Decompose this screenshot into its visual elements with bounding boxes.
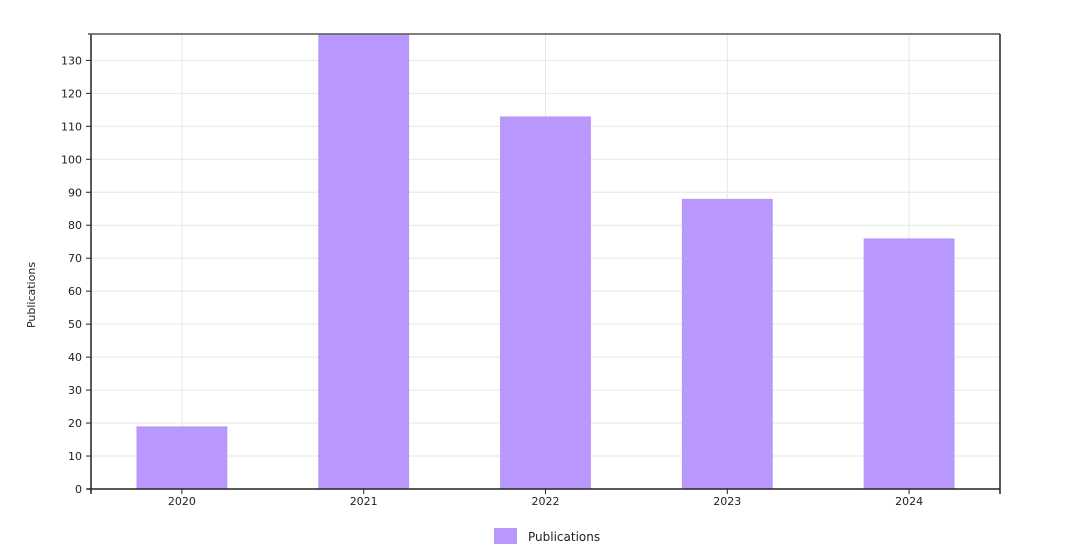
y-axis-label: Publications: [25, 262, 38, 328]
x-tick-label: 2020: [168, 495, 196, 508]
x-tick-label: 2023: [713, 495, 741, 508]
y-tick-label: 90: [68, 186, 82, 199]
bar-2021: [318, 34, 410, 489]
x-tick-label: 2022: [532, 495, 560, 508]
bar-2023: [681, 198, 773, 489]
y-tick-label: 0: [75, 483, 82, 496]
legend-swatch: [494, 528, 517, 544]
axes: 0 10 20 30 40 50 60 70 80 90 100 110 120 130 2020 2021 2…: [61, 33, 1001, 508]
y-tick-label: 70: [68, 252, 82, 265]
bar-2024: [863, 238, 955, 489]
bar-2020: [136, 426, 228, 489]
y-tick-label: 80: [68, 219, 82, 232]
legend[interactable]: Publications: [494, 528, 600, 544]
bar-2022: [500, 116, 591, 489]
y-tick-label: 40: [68, 351, 82, 364]
y-tick-label: 130: [61, 54, 82, 67]
y-tick-label: 30: [68, 384, 82, 397]
y-tick-label: 50: [68, 318, 82, 331]
y-tick-label: 60: [68, 285, 82, 298]
y-tick-label: 10: [68, 450, 82, 463]
bars: [136, 34, 955, 489]
y-tick-label: 110: [61, 120, 82, 133]
legend-label: Publications: [528, 530, 600, 544]
x-tick-label: 2024: [895, 495, 923, 508]
y-tick-label: 100: [61, 153, 82, 166]
y-tick-label: 20: [68, 417, 82, 430]
y-tick-label: 120: [61, 87, 82, 100]
x-tick-label: 2021: [350, 495, 378, 508]
